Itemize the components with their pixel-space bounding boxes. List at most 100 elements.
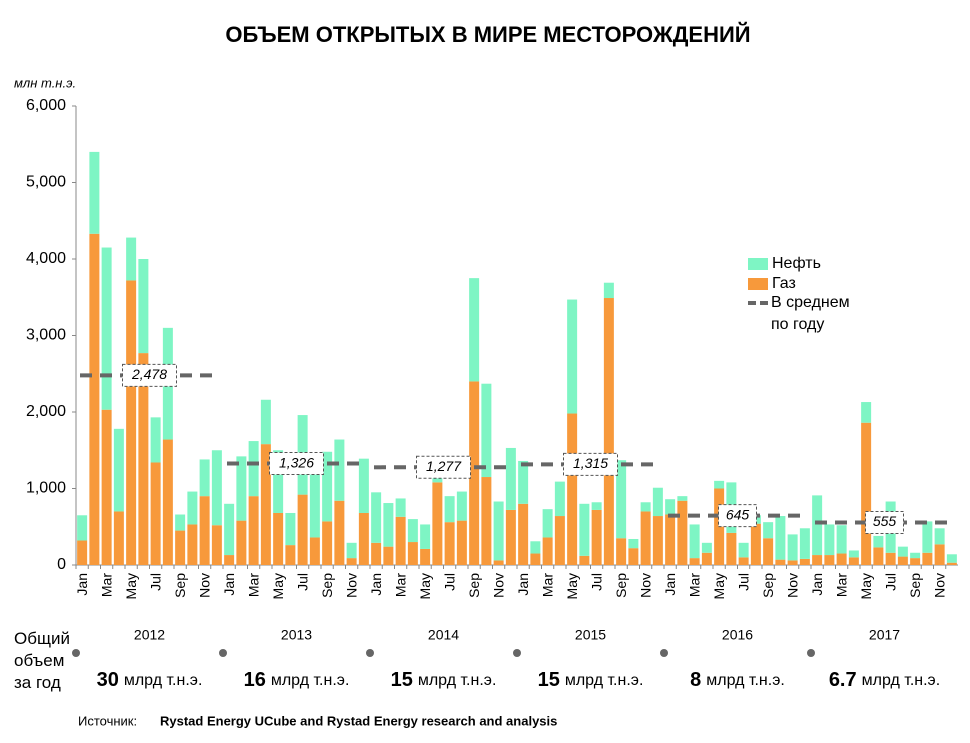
x-tick-label: Mar — [687, 573, 703, 597]
bar-segment — [162, 439, 173, 565]
totals-label: Общий объем за год — [14, 629, 70, 692]
bar-segment — [236, 456, 247, 521]
y-tick-label: 1,000 — [26, 480, 66, 497]
bar-segment — [922, 521, 933, 553]
annual-total: 30 млрд т.н.э. — [97, 669, 203, 691]
bar-segment — [322, 451, 333, 522]
bar-segment — [469, 381, 480, 565]
bar-segment — [395, 516, 406, 565]
bar-segment — [309, 537, 320, 565]
bar-segment — [175, 530, 186, 565]
average-label: 1,315 — [573, 455, 608, 471]
bar-segment — [224, 555, 235, 565]
bar-segment — [493, 501, 504, 561]
bar-segment — [848, 557, 859, 565]
x-tick-label: Mar — [99, 573, 115, 597]
average-label-box — [416, 455, 471, 479]
bar-segment — [652, 487, 663, 517]
annual-total-value: 15 — [538, 669, 560, 691]
x-tick-label: Jan — [368, 573, 384, 596]
bar-segment — [77, 515, 88, 541]
bar-segment — [530, 541, 541, 554]
bar-segment — [897, 546, 908, 557]
bar-segment — [628, 548, 639, 565]
y-tick-label: 5,000 — [26, 174, 66, 191]
x-tick-label: Mar — [246, 573, 262, 597]
bar-segment — [420, 524, 431, 549]
bar-segment — [836, 553, 847, 565]
timeline-dot — [513, 649, 521, 657]
bar-segment — [211, 525, 222, 565]
bar-segment — [542, 509, 553, 538]
average-label: 2,478 — [131, 366, 167, 382]
bar-segment — [652, 516, 663, 565]
x-tick-label: Sep — [613, 573, 629, 598]
bar-segment — [750, 523, 761, 565]
average-label: 645 — [726, 506, 750, 522]
bar-segment — [77, 540, 88, 565]
bar-segment — [138, 259, 149, 354]
bar-segment — [922, 552, 933, 565]
annual-total-unit: млрд т.н.э. — [862, 672, 941, 689]
bar-segment — [677, 500, 688, 565]
bar-segment — [518, 460, 529, 504]
annual-total: 16 млрд т.н.э. — [244, 669, 350, 691]
annual-total-unit: млрд т.н.э. — [565, 672, 644, 689]
bar-segment — [701, 542, 712, 553]
bar-segment — [861, 422, 872, 565]
bar-segment — [199, 459, 210, 497]
bar-segment — [260, 399, 271, 445]
bar-segment — [946, 562, 957, 565]
bar-segment — [616, 538, 627, 565]
x-tick-label: May — [123, 573, 139, 599]
bar-segment — [554, 481, 565, 517]
bar-segment — [542, 537, 553, 565]
legend-swatch — [748, 278, 768, 290]
annual-total: 8 млрд т.н.э. — [690, 669, 785, 691]
bar-segment — [199, 496, 210, 565]
bar-segment — [946, 554, 957, 563]
x-tick-label: Jul — [442, 573, 458, 591]
bar-segment — [273, 450, 284, 513]
bar-segment — [456, 520, 467, 565]
bar-segment — [799, 558, 810, 565]
x-tick-label: Mar — [834, 573, 850, 597]
bar-segment — [346, 558, 357, 565]
x-tick-label: Sep — [760, 573, 776, 598]
average-label-box — [718, 504, 757, 528]
x-tick-label: Mar — [393, 573, 409, 597]
annual-total-value: 15 — [391, 669, 413, 691]
x-tick-label: Sep — [466, 573, 482, 598]
bar-segment — [873, 547, 884, 565]
average-label-box — [122, 363, 177, 387]
y-tick-label: 6,000 — [26, 97, 66, 114]
bar-segment — [554, 516, 565, 565]
year-label: 2012 — [134, 627, 165, 643]
bar-segment — [493, 560, 504, 565]
x-tick-label: Jan — [74, 573, 90, 596]
bar-segment — [640, 511, 651, 565]
x-tick-label: May — [270, 573, 286, 599]
x-tick-label: Jul — [148, 573, 164, 591]
annual-total-value: 30 — [97, 669, 119, 691]
bar-segment — [248, 441, 259, 497]
bar-segment — [775, 516, 786, 560]
x-tick-label: May — [858, 573, 874, 599]
bar-segment — [530, 553, 541, 565]
annual-total-value: 16 — [244, 669, 266, 691]
timeline-dot — [366, 649, 374, 657]
bar-segment — [138, 353, 149, 565]
average-label-box — [865, 511, 904, 535]
year-label: 2016 — [722, 627, 753, 643]
annual-total-value: 8 — [690, 669, 701, 691]
bar-segment — [861, 402, 872, 423]
bar-segment — [836, 525, 847, 554]
bar-segment — [579, 503, 590, 556]
bar-segment — [371, 492, 382, 543]
bar-segment — [285, 545, 296, 565]
bar-segment — [677, 496, 688, 501]
bar-segment — [432, 482, 443, 565]
x-tick-label: Sep — [172, 573, 188, 598]
annual-total-unit: млрд т.н.э. — [124, 672, 203, 689]
